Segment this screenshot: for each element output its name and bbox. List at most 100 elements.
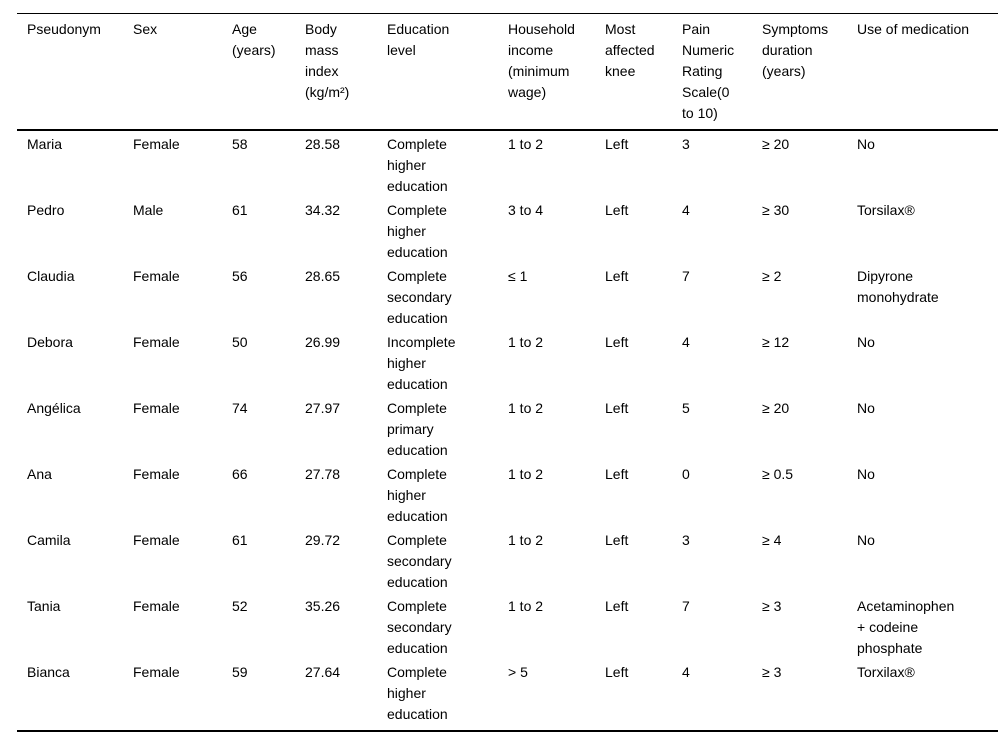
table-body: Maria Female 58 28.58 Complete higher ed… [17,130,998,731]
cell-pseudonym: Angélica [27,399,81,416]
cell-bmi: 29.72 [305,531,341,548]
cell-duration: ≥ 20 [762,399,790,416]
cell-education: Complete higher education [387,135,448,194]
cell-income: 3 to 4 [508,201,544,218]
cell-age: 52 [232,597,248,614]
table-header: Pseudonym Sex Age (years) Body mass inde… [17,13,998,131]
cell-education: Complete secondary education [387,267,452,326]
cell-education: Complete secondary education [387,531,452,590]
cell-medication: Torxilax® [857,663,915,680]
cell-knee: Left [605,399,629,416]
cell-pain: 4 [682,201,690,218]
cell-income: 1 to 2 [508,333,544,350]
cell-sex: Female [133,597,180,614]
cell-pain: 7 [682,597,690,614]
cell-pain: 7 [682,267,690,284]
cell-sex: Male [133,201,164,218]
cell-income: > 5 [508,663,528,680]
table-row: Claudia Female 56 28.65 Complete seconda… [17,263,998,329]
cell-medication: No [857,399,875,416]
cell-age: 61 [232,531,248,548]
col-header-pseudonym: Pseudonym [17,13,133,131]
col-header-bmi: Body mass index (kg/m²) [305,13,387,131]
cell-education: Complete higher education [387,663,448,722]
cell-education: Complete higher education [387,465,448,524]
cell-medication: No [857,135,875,152]
cell-duration: ≥ 2 [762,267,782,284]
cell-income: ≤ 1 [508,267,528,284]
cell-duration: ≥ 3 [762,597,782,614]
cell-education: Complete primary education [387,399,448,458]
cell-pain: 4 [682,663,690,680]
cell-pain: 3 [682,531,690,548]
cell-education: Complete higher education [387,201,448,260]
cell-sex: Female [133,531,180,548]
table-row: Pedro Male 61 34.32 Complete higher educ… [17,197,998,263]
cell-bmi: 26.99 [305,333,341,350]
cell-knee: Left [605,663,629,680]
table-row: Angélica Female 74 27.97 Complete primar… [17,395,998,461]
cell-knee: Left [605,333,629,350]
cell-pain: 3 [682,135,690,152]
cell-duration: ≥ 4 [762,531,782,548]
cell-sex: Female [133,267,180,284]
cell-pseudonym: Bianca [27,663,70,680]
col-header-income: Household income (minimum wage) [508,13,605,131]
cell-income: 1 to 2 [508,399,544,416]
cell-pseudonym: Tania [27,597,61,614]
cell-bmi: 27.64 [305,663,341,680]
cell-sex: Female [133,135,180,152]
col-header-medication: Use of medication [857,13,998,131]
cell-sex: Female [133,333,180,350]
cell-age: 50 [232,333,248,350]
cell-bmi: 35.26 [305,597,341,614]
cell-duration: ≥ 30 [762,201,790,218]
cell-knee: Left [605,597,629,614]
cell-duration: ≥ 20 [762,135,790,152]
cell-bmi: 34.32 [305,201,341,218]
cell-knee: Left [605,201,629,218]
cell-duration: ≥ 0.5 [762,465,794,482]
cell-medication: Dipyrone monohydrate [857,267,939,305]
cell-knee: Left [605,531,629,548]
table-row: Camila Female 61 29.72 Complete secondar… [17,527,998,593]
cell-pseudonym: Pedro [27,201,65,218]
cell-income: 1 to 2 [508,597,544,614]
col-header-pain: Pain Numeric Rating Scale(0 to 10) [682,13,762,131]
col-header-sex: Sex [133,13,232,131]
cell-pain: 5 [682,399,690,416]
cell-pseudonym: Ana [27,465,52,482]
cell-income: 1 to 2 [508,531,544,548]
cell-bmi: 27.97 [305,399,341,416]
col-header-knee: Most affected knee [605,13,682,131]
cell-pseudonym: Camila [27,531,71,548]
cell-income: 1 to 2 [508,465,544,482]
cell-education: Incomplete higher education [387,333,456,392]
cell-pseudonym: Claudia [27,267,75,284]
table-row: Debora Female 50 26.99 Incomplete higher… [17,329,998,395]
cell-duration: ≥ 3 [762,663,782,680]
cell-age: 74 [232,399,248,416]
cell-pain: 4 [682,333,690,350]
cell-medication: No [857,465,875,482]
col-header-education: Education level [387,13,508,131]
table-row: Ana Female 66 27.78 Complete higher educ… [17,461,998,527]
cell-duration: ≥ 12 [762,333,790,350]
cell-bmi: 28.65 [305,267,341,284]
cell-knee: Left [605,135,629,152]
cell-medication: Torsilax® [857,201,915,218]
cell-knee: Left [605,267,629,284]
cell-age: 61 [232,201,248,218]
cell-education: Complete secondary education [387,597,452,656]
cell-bmi: 28.58 [305,135,341,152]
cell-bmi: 27.78 [305,465,341,482]
table-row: Tania Female 52 35.26 Complete secondary… [17,593,998,659]
participants-table: Pseudonym Sex Age (years) Body mass inde… [17,13,998,732]
cell-knee: Left [605,465,629,482]
table-row: Bianca Female 59 27.64 Complete higher e… [17,659,998,731]
cell-medication: Acetaminophen + codeine phosphate [857,597,955,656]
cell-pseudonym: Debora [27,333,73,350]
cell-age: 58 [232,135,248,152]
cell-pain: 0 [682,465,690,482]
